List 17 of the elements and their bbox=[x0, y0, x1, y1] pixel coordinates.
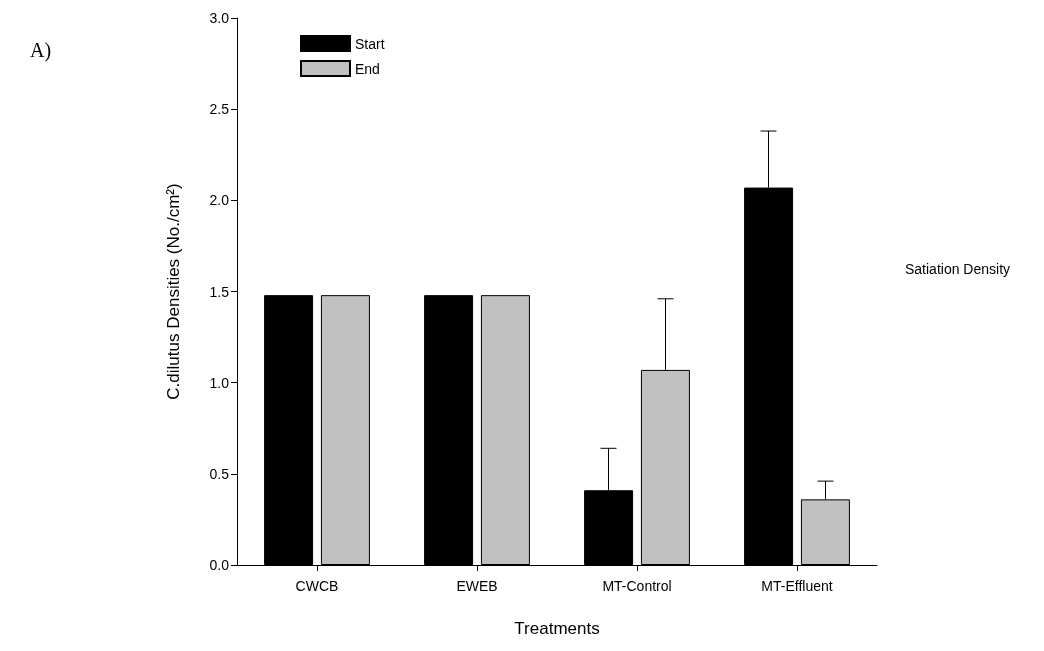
x-tick-label: CWCB bbox=[295, 578, 339, 594]
y-tick-label: 3.0 bbox=[209, 10, 230, 26]
y-tick-label: 2.5 bbox=[209, 101, 230, 118]
y-tick-label: 0.5 bbox=[209, 465, 230, 482]
text: A) bbox=[30, 39, 52, 62]
y-tick-label: 1.5 bbox=[209, 283, 230, 300]
y-tick-label: 1.0 bbox=[209, 374, 230, 391]
x-tick-label: EWEB bbox=[456, 578, 498, 594]
x-tick-label: MT-Effluent bbox=[761, 578, 833, 594]
legend-label: Start bbox=[355, 35, 385, 52]
y-tick-label: 0.0 bbox=[209, 557, 230, 573]
legend-label: End bbox=[355, 60, 380, 77]
x-axis-title: Treatments bbox=[514, 619, 600, 638]
y-tick-label: 2.0 bbox=[209, 192, 230, 209]
text: Satiation Density bbox=[905, 261, 1011, 277]
y-axis-title: C.dilutus Densities (No./cm²) bbox=[164, 183, 183, 400]
x-tick-label: MT-Control bbox=[602, 578, 672, 594]
